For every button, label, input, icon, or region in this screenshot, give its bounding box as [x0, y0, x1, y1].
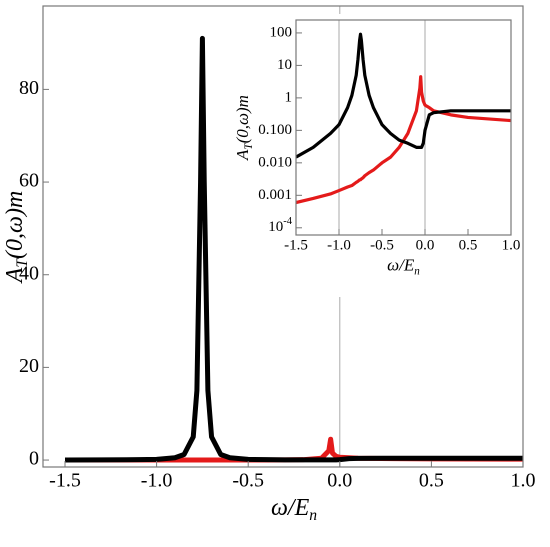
y-axis-label: AT(0,ω)m: [233, 95, 255, 161]
x-tick-label: 0.5: [419, 470, 444, 492]
series-line: [296, 75, 511, 205]
inset-background: [262, 14, 517, 297]
y-axis-label-part: T: [14, 258, 31, 268]
y-tick-label: 100: [270, 24, 293, 40]
x-tick-label: -1.5: [284, 238, 308, 254]
x-tick-label: 0.5: [459, 238, 478, 254]
y-axis-label-part: (0,ω)m: [2, 191, 28, 259]
x-axis-label-part: n: [414, 265, 420, 277]
x-axis-label: ω/En: [271, 495, 317, 524]
y-tick-label: 80: [19, 77, 39, 99]
plot-frame: [295, 19, 512, 236]
y-tick-label: 1: [285, 89, 293, 105]
x-axis-label-part: ω/E: [271, 495, 310, 521]
x-tick-label: -0.5: [232, 470, 264, 492]
x-tick-label: 1.0: [502, 238, 521, 254]
y-tick-label: 20: [19, 355, 39, 377]
chart-1: -1.5 -1.0 -0.5 0.0 0.5 1.010-40.0010.0100.100…: [233, 14, 520, 297]
x-tick-label: 0.0: [327, 470, 352, 492]
x-tick-label: 0.0: [416, 238, 435, 254]
y-tick-label-base: 10: [268, 219, 283, 235]
y-axis-label-part: A: [2, 267, 28, 284]
y-tick-label-exp: -4: [283, 216, 292, 227]
x-tick-label: -1.0: [141, 470, 173, 492]
y-tick-label: 0.010: [258, 154, 292, 170]
y-axis-label-part: T: [243, 143, 255, 150]
series-line: [64, 35, 523, 463]
y-axis-label-part: A: [233, 149, 252, 161]
y-tick-label: 0.001: [258, 187, 292, 203]
y-axis-label: AT(0,ω)m: [2, 191, 31, 285]
x-tick-label: 1.0: [511, 470, 536, 492]
y-tick-label: 0.100: [258, 122, 292, 138]
chart-0: -1.5 -1.0 -0.5 0.0 0.5 1.0020406080ω/EnAT(0,ω…: [2, 5, 536, 524]
y-tick-label: 60: [19, 170, 39, 192]
y-tick-label: 40: [19, 262, 39, 284]
x-axis-label: ω/En: [387, 255, 420, 277]
y-axis-label-part: (0,ω)m: [233, 95, 252, 143]
x-axis-label-part: n: [309, 507, 317, 524]
y-tick-label: 10: [277, 57, 292, 73]
x-axis-label-part: ω/E: [387, 255, 415, 274]
x-tick-label: -0.5: [370, 238, 394, 254]
y-tick-label: 10-4: [268, 216, 292, 235]
y-tick-label: 0: [29, 448, 39, 470]
x-tick-label: -1.5: [49, 470, 81, 492]
x-tick-label: -1.0: [327, 238, 351, 254]
plot-frame: [42, 5, 524, 468]
series-line: [296, 32, 511, 159]
